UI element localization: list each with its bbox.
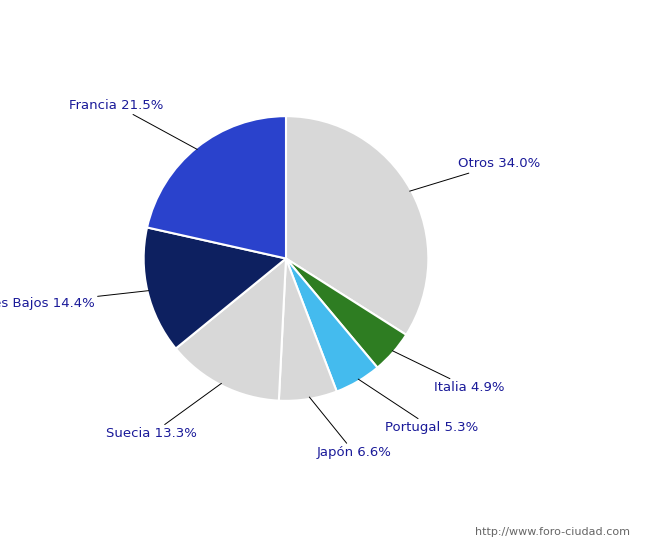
Text: Portugal 5.3%: Portugal 5.3% xyxy=(358,379,478,435)
Wedge shape xyxy=(286,258,406,367)
Wedge shape xyxy=(144,228,286,349)
Text: Otros 34.0%: Otros 34.0% xyxy=(410,157,540,191)
Text: Japón 6.6%: Japón 6.6% xyxy=(309,397,391,459)
Text: Países Bajos 14.4%: Países Bajos 14.4% xyxy=(0,290,149,310)
Wedge shape xyxy=(176,258,286,400)
Text: Suecia 13.3%: Suecia 13.3% xyxy=(107,383,222,441)
Text: http://www.foro-ciudad.com: http://www.foro-ciudad.com xyxy=(476,527,630,537)
Text: Francia 21.5%: Francia 21.5% xyxy=(69,98,197,150)
Wedge shape xyxy=(286,116,428,335)
Wedge shape xyxy=(279,258,337,401)
Wedge shape xyxy=(147,116,286,258)
Text: Italia 4.9%: Italia 4.9% xyxy=(393,351,504,394)
Wedge shape xyxy=(286,258,378,392)
Text: Almagro - Turistas extranjeros según país - Julio de 2024: Almagro - Turistas extranjeros según paí… xyxy=(98,12,552,28)
